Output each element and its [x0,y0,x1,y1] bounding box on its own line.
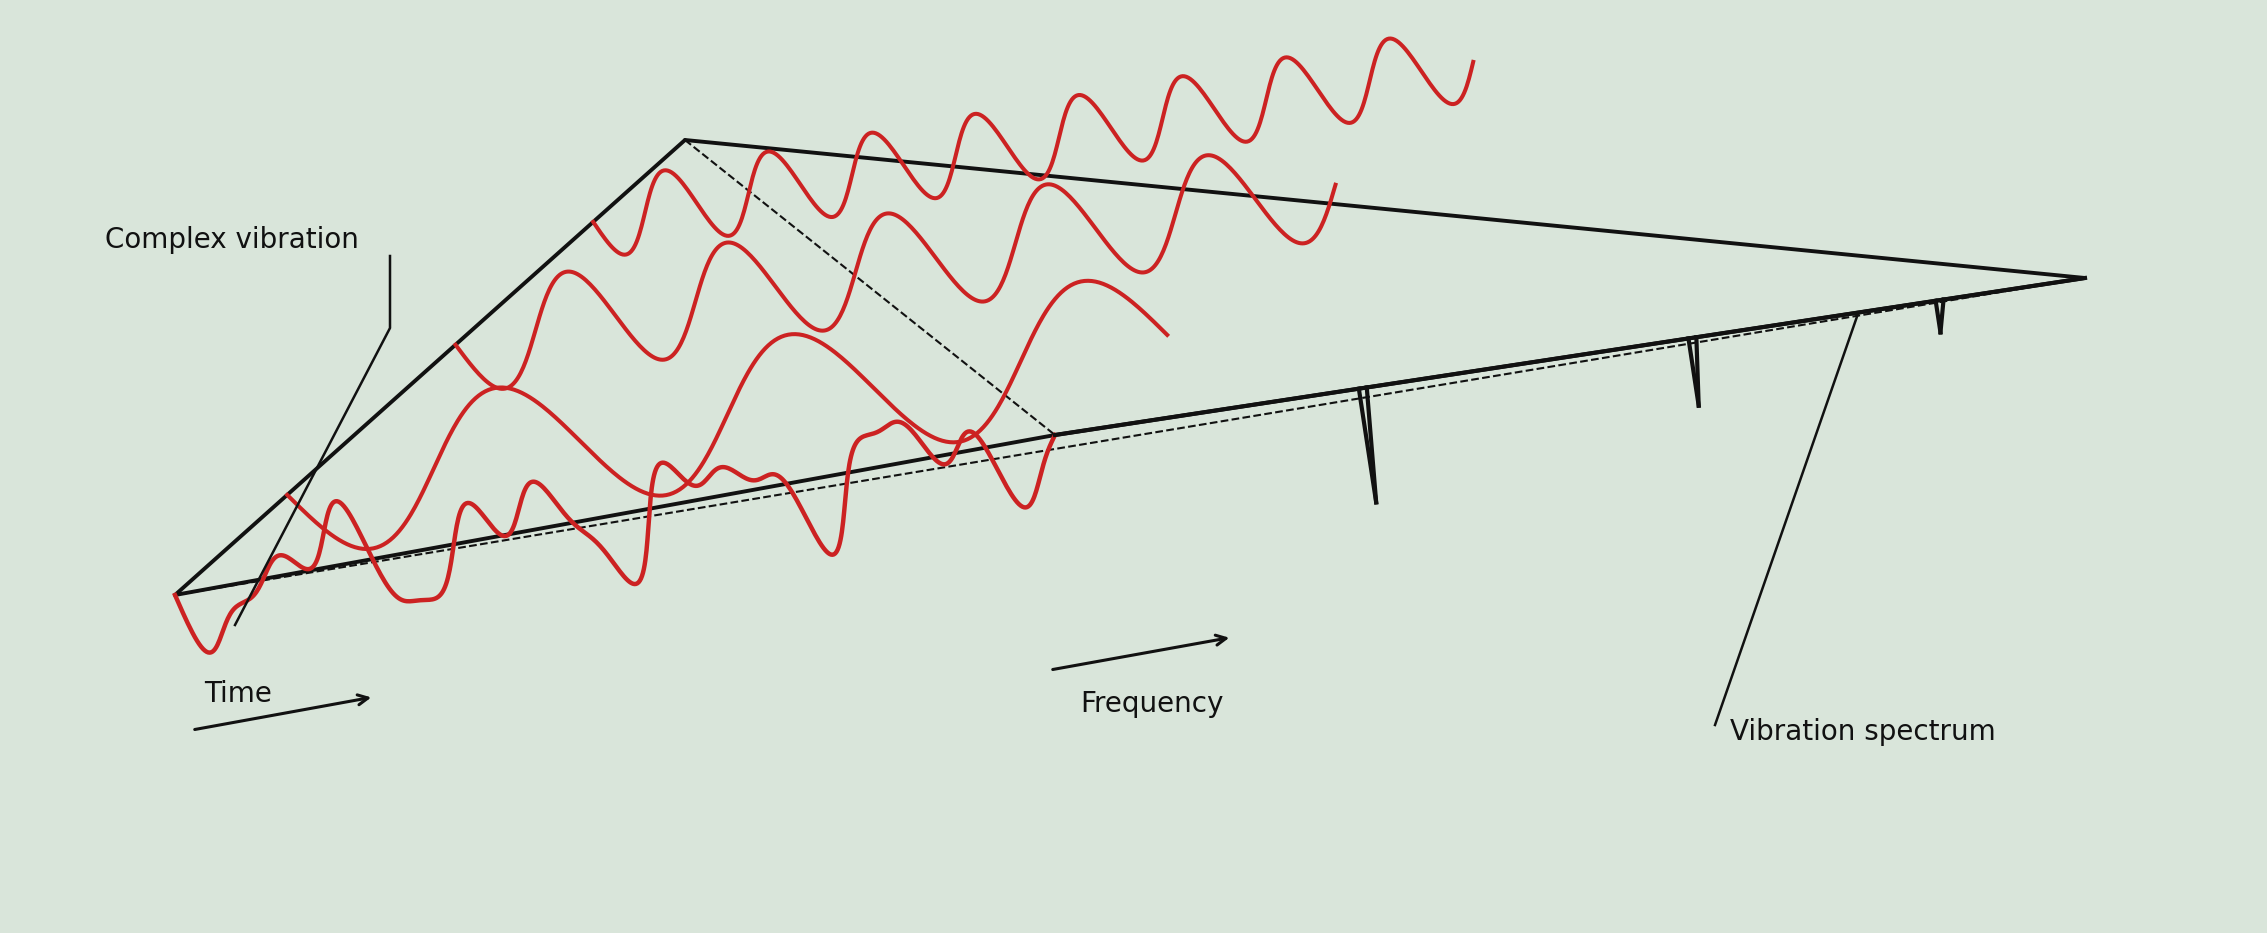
Text: Vibration spectrum: Vibration spectrum [1730,718,1995,746]
Text: Frequency: Frequency [1079,690,1224,718]
Text: Complex vibration: Complex vibration [104,226,358,254]
Text: Time: Time [204,680,272,708]
